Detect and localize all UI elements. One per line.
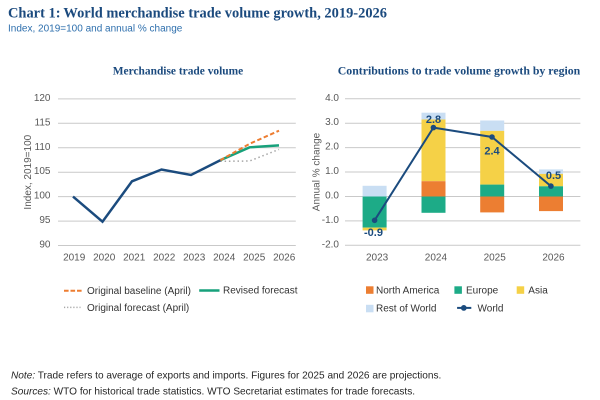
svg-text:2024: 2024 <box>213 253 236 264</box>
svg-text:2023: 2023 <box>366 253 389 264</box>
svg-text:Chart 1: World merchandise tra: Chart 1: World merchandise trade volume … <box>8 5 387 21</box>
svg-text:2.4: 2.4 <box>484 146 500 158</box>
svg-text:2023: 2023 <box>183 253 206 264</box>
svg-text:3.0: 3.0 <box>325 117 339 128</box>
svg-text:2021: 2021 <box>123 253 146 264</box>
svg-text:2024: 2024 <box>425 253 448 264</box>
svg-text:0.0: 0.0 <box>325 191 339 202</box>
svg-text:-1.0: -1.0 <box>322 215 340 226</box>
svg-text:2026: 2026 <box>273 253 296 264</box>
svg-text:2020: 2020 <box>93 253 116 264</box>
svg-text:1.0: 1.0 <box>325 166 339 177</box>
svg-text:World: World <box>478 304 504 315</box>
svg-text:Index, 2019=100: Index, 2019=100 <box>23 134 34 209</box>
svg-text:Merchandise trade volume: Merchandise trade volume <box>113 64 244 78</box>
svg-text:120: 120 <box>34 93 51 104</box>
svg-text:2022: 2022 <box>153 253 176 264</box>
svg-text:100: 100 <box>34 191 51 202</box>
svg-text:2025: 2025 <box>484 253 507 264</box>
svg-text:Rest of World: Rest of World <box>376 304 436 315</box>
svg-text:0.5: 0.5 <box>546 170 561 182</box>
svg-text:Original forecast (April): Original forecast (April) <box>87 303 189 314</box>
svg-text:Revised forecast: Revised forecast <box>223 286 298 297</box>
svg-text:Original baseline (April): Original baseline (April) <box>87 286 191 297</box>
svg-text:110: 110 <box>35 142 51 153</box>
svg-text:Europe: Europe <box>466 286 499 297</box>
svg-text:2025: 2025 <box>243 253 266 264</box>
svg-text:-0.9: -0.9 <box>364 227 383 239</box>
svg-text:2.8: 2.8 <box>426 114 441 126</box>
svg-text:Annual % change: Annual % change <box>312 132 323 211</box>
svg-text:115: 115 <box>35 117 51 128</box>
svg-text:Sources: WTO for historical tr: Sources: WTO for historical trade statis… <box>11 387 415 398</box>
svg-text:-2.0: -2.0 <box>322 239 340 250</box>
svg-text:2019: 2019 <box>63 253 86 264</box>
svg-text:Note: Trade refers to average: Note: Trade refers to average of exports… <box>11 371 441 382</box>
svg-text:90: 90 <box>39 240 51 251</box>
svg-text:Index, 2019=100 and annual % c: Index, 2019=100 and annual % change <box>8 24 183 35</box>
svg-text:95: 95 <box>39 215 51 226</box>
svg-text:105: 105 <box>34 166 51 177</box>
svg-text:Contributions to trade volume: Contributions to trade volume growth by … <box>338 64 581 78</box>
svg-text:Asia: Asia <box>528 286 548 297</box>
svg-text:2.0: 2.0 <box>325 142 339 153</box>
svg-text:2026: 2026 <box>542 253 565 264</box>
svg-text:North America: North America <box>376 286 440 297</box>
svg-text:4.0: 4.0 <box>325 93 339 104</box>
